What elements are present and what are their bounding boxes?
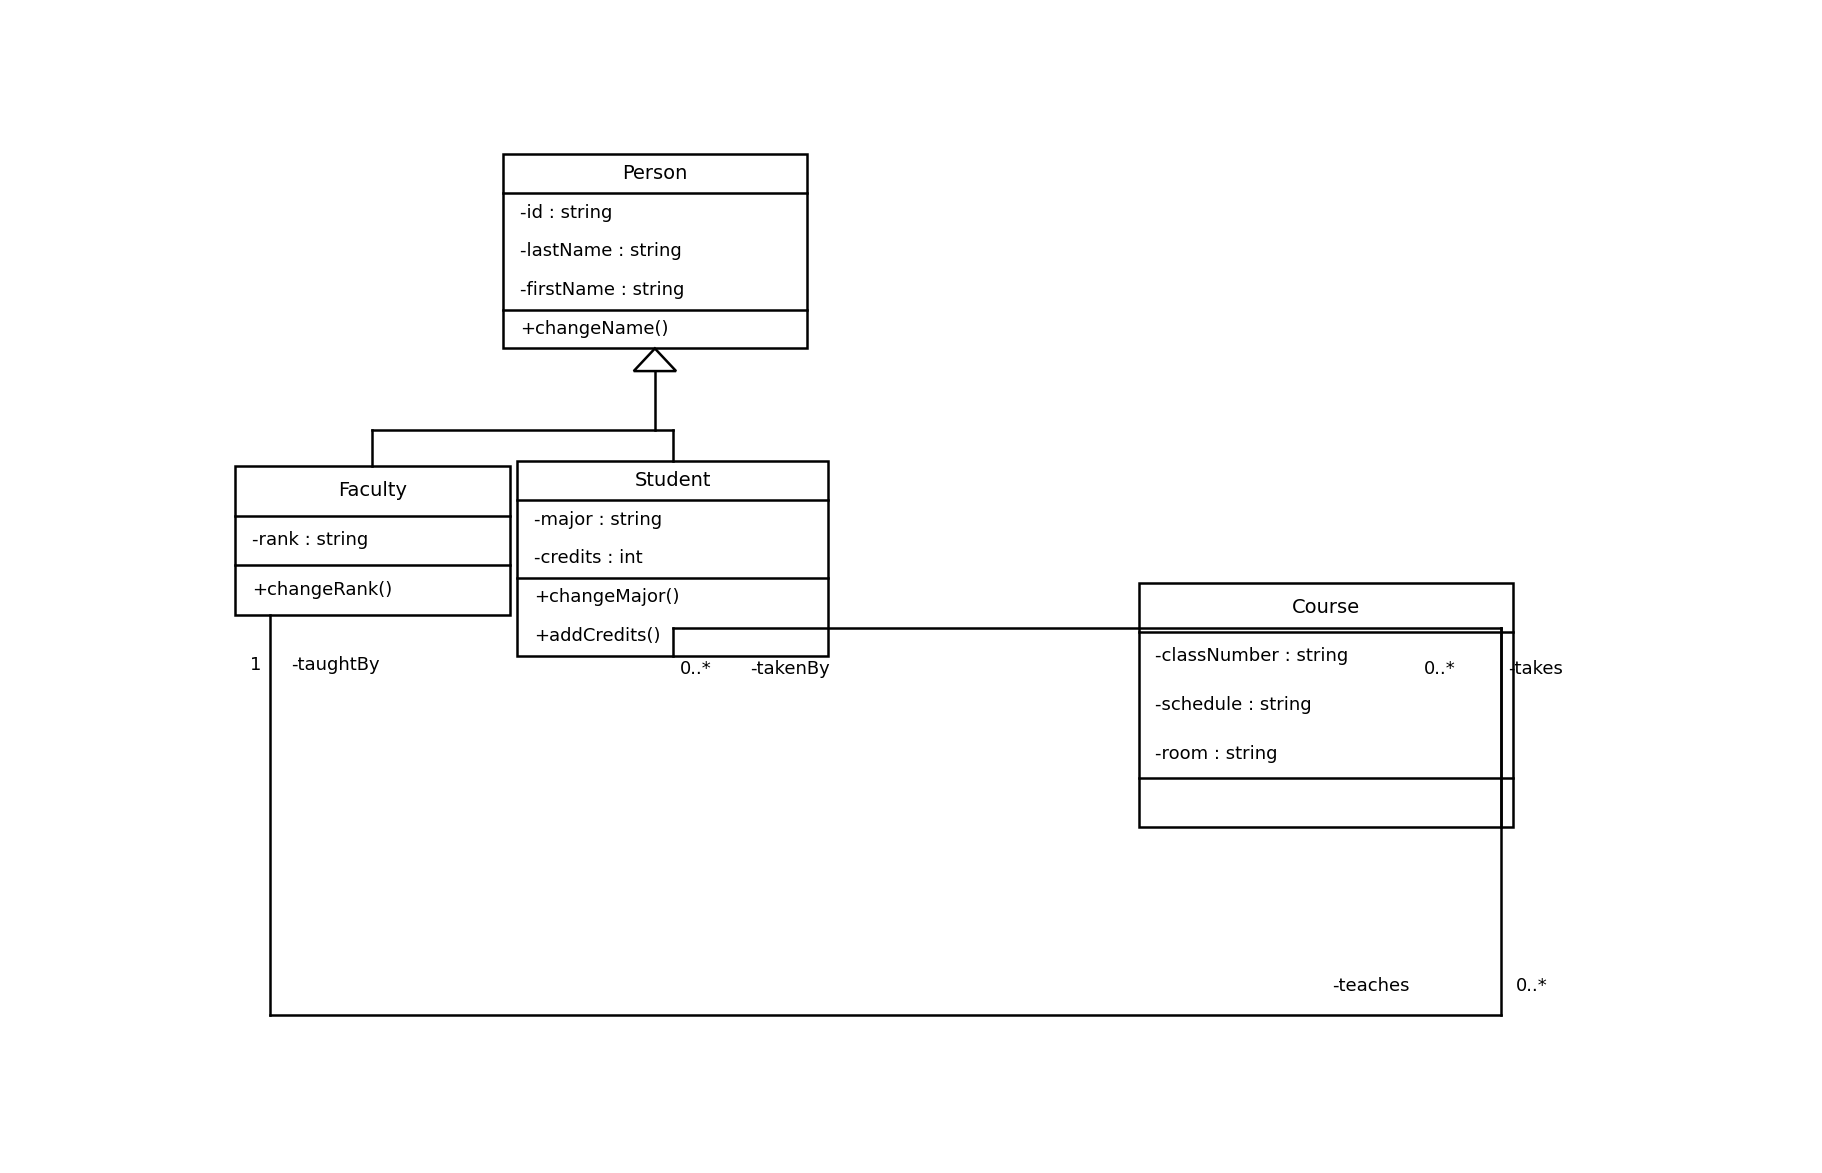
Text: Student: Student [634, 472, 711, 490]
Text: -taughtBy: -taughtBy [292, 656, 381, 673]
Text: -takes: -takes [1509, 660, 1563, 678]
Text: -lastName : string: -lastName : string [519, 243, 681, 260]
Text: 1: 1 [250, 656, 262, 673]
Text: +changeName(): +changeName() [519, 320, 669, 338]
Text: -firstName : string: -firstName : string [519, 282, 685, 299]
Text: -rank : string: -rank : string [251, 531, 368, 549]
Bar [1139, 583, 1512, 827]
Bar [517, 461, 827, 656]
Text: -id : string: -id : string [519, 204, 612, 222]
Text: -schedule : string: -schedule : string [1155, 697, 1312, 714]
Text: -room : string: -room : string [1155, 745, 1277, 764]
Bar [503, 155, 807, 348]
Text: -credits : int: -credits : int [534, 549, 643, 568]
Bar [235, 466, 510, 615]
Text: Faculty: Faculty [339, 481, 406, 500]
Text: +changeRank(): +changeRank() [251, 581, 392, 599]
Text: Person: Person [621, 164, 687, 183]
Text: +addCredits(): +addCredits() [534, 628, 661, 645]
Text: 0..*: 0..* [1423, 660, 1456, 678]
Text: -classNumber : string: -classNumber : string [1155, 647, 1348, 665]
Text: Course: Course [1292, 598, 1359, 617]
Polygon shape [634, 348, 676, 371]
Text: -takenBy: -takenBy [751, 660, 831, 678]
Text: 0..*: 0..* [1516, 977, 1547, 995]
Text: +changeMajor(): +changeMajor() [534, 589, 680, 606]
Text: 0..*: 0..* [680, 660, 711, 678]
Text: -major : string: -major : string [534, 510, 661, 529]
Text: -teaches: -teaches [1332, 977, 1410, 995]
